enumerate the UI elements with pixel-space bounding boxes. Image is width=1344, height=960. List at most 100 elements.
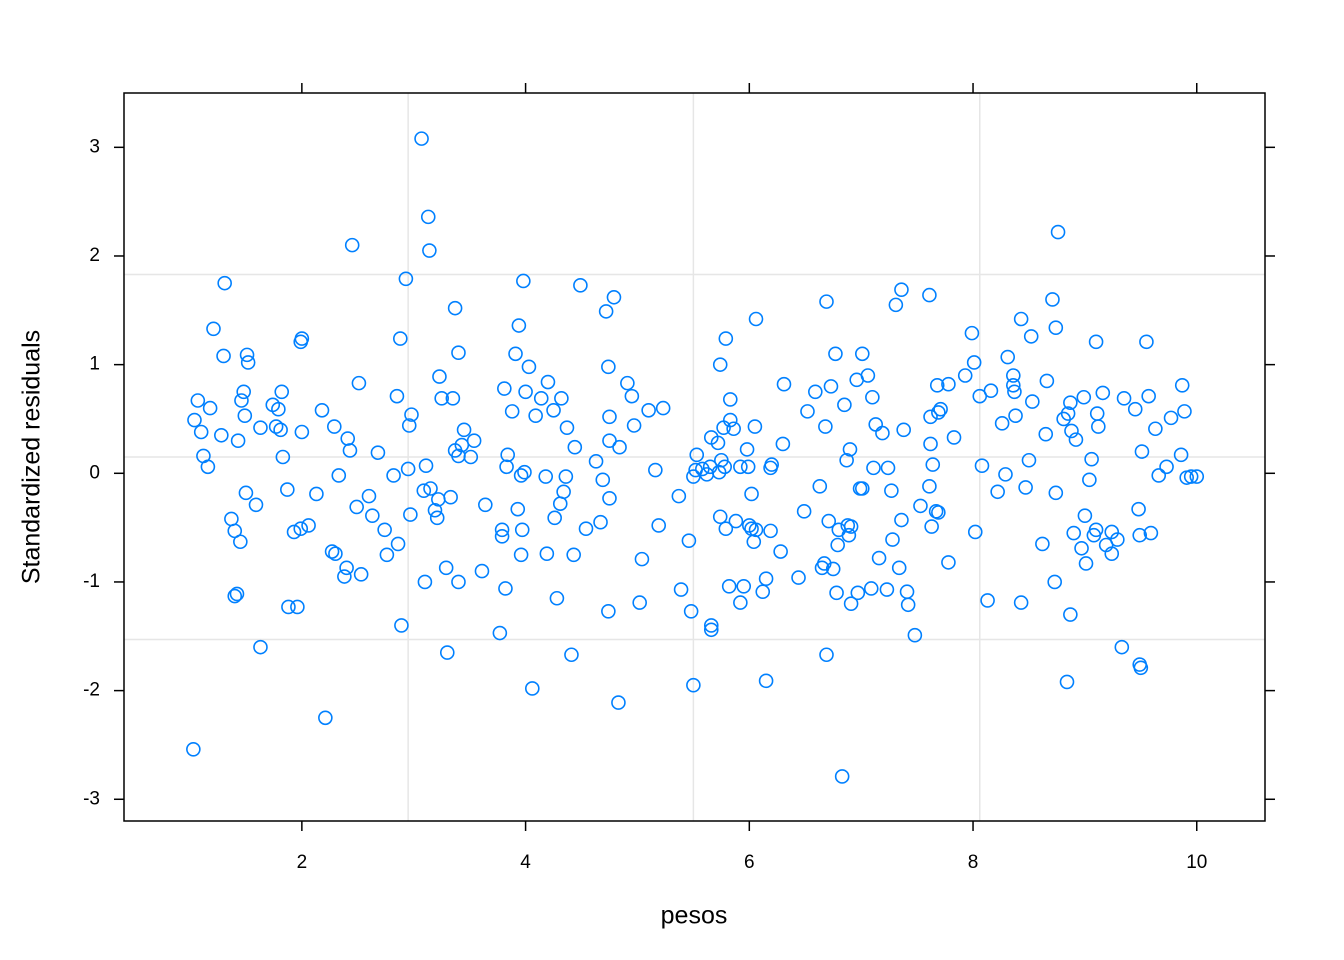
point	[318, 710, 333, 726]
point	[964, 325, 980, 341]
point	[474, 563, 490, 579]
point	[923, 436, 938, 452]
point	[712, 509, 728, 525]
point	[866, 460, 881, 476]
point	[980, 593, 995, 608]
point	[1006, 368, 1021, 383]
point	[513, 468, 529, 483]
point	[922, 287, 937, 303]
point	[497, 381, 512, 396]
point	[456, 422, 472, 438]
point	[273, 422, 288, 438]
point	[1114, 639, 1130, 655]
point	[516, 273, 531, 289]
point	[875, 425, 890, 441]
point	[722, 392, 738, 407]
point	[913, 498, 928, 514]
point	[602, 433, 617, 449]
point	[626, 418, 642, 433]
point	[217, 275, 232, 291]
point	[463, 449, 479, 465]
point	[237, 408, 253, 424]
point	[1082, 472, 1097, 488]
point	[301, 518, 316, 533]
point	[957, 368, 973, 383]
point	[403, 507, 418, 522]
point	[404, 407, 419, 422]
point	[567, 439, 583, 455]
point	[432, 369, 447, 384]
point	[438, 560, 454, 576]
point	[710, 435, 726, 451]
point	[703, 618, 719, 633]
point	[931, 505, 946, 520]
point	[1064, 423, 1079, 439]
point	[828, 346, 843, 362]
point	[253, 639, 268, 655]
point	[880, 460, 896, 476]
point	[1050, 224, 1066, 240]
point	[498, 581, 513, 596]
point	[744, 486, 759, 502]
point	[812, 479, 828, 494]
point	[1143, 525, 1159, 541]
point	[314, 402, 330, 418]
point	[546, 402, 561, 418]
point	[416, 483, 432, 498]
x-axis-label: pesos	[661, 902, 728, 930]
y-tick-label: 1	[89, 354, 100, 375]
point	[214, 427, 229, 443]
point	[1007, 384, 1022, 400]
point	[389, 388, 405, 404]
y-tick-label: -2	[83, 680, 100, 701]
point	[508, 346, 523, 362]
point	[229, 586, 245, 602]
point	[1000, 349, 1016, 365]
point	[528, 408, 543, 424]
point	[703, 622, 719, 638]
point	[606, 289, 622, 305]
point	[494, 529, 510, 544]
point	[775, 436, 791, 452]
point	[393, 331, 408, 346]
point	[365, 508, 380, 523]
point	[748, 522, 764, 538]
point	[747, 419, 763, 434]
point	[624, 388, 640, 404]
point	[689, 447, 705, 463]
point	[400, 461, 416, 477]
point	[233, 534, 248, 550]
point	[888, 297, 904, 313]
point	[447, 300, 463, 316]
point	[234, 393, 249, 408]
point	[825, 561, 841, 577]
point	[941, 376, 956, 392]
point	[1048, 485, 1064, 501]
point	[1023, 329, 1039, 344]
point	[202, 400, 218, 416]
point	[966, 355, 982, 370]
point	[1091, 419, 1106, 434]
point	[1013, 311, 1029, 327]
point	[339, 560, 354, 576]
point	[860, 368, 876, 383]
point	[885, 532, 900, 547]
point	[494, 522, 510, 538]
point	[280, 482, 295, 497]
point	[573, 278, 588, 293]
point	[998, 467, 1013, 482]
point	[1077, 508, 1093, 523]
point	[1066, 525, 1082, 541]
point	[238, 485, 254, 501]
point	[1139, 334, 1154, 350]
point	[556, 484, 571, 500]
point	[721, 579, 737, 594]
point	[681, 533, 697, 548]
point	[634, 551, 650, 567]
point	[843, 519, 859, 534]
point	[1089, 406, 1105, 421]
point	[899, 584, 915, 600]
point	[427, 502, 443, 518]
point	[554, 391, 569, 406]
point	[733, 595, 748, 610]
